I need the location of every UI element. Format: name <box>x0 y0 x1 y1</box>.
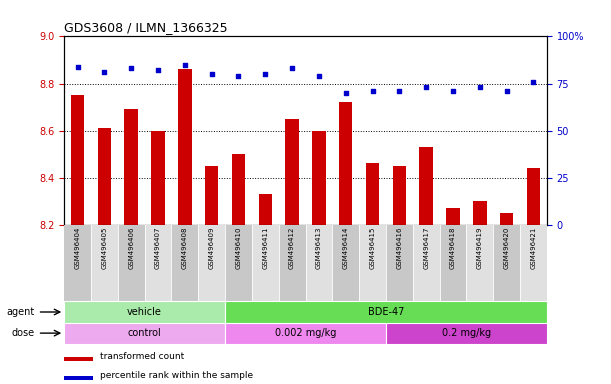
Point <box>422 84 431 90</box>
Bar <box>98 128 111 225</box>
Text: GSM496412: GSM496412 <box>289 227 295 269</box>
Bar <box>366 164 379 225</box>
Text: BDE-47: BDE-47 <box>368 307 404 317</box>
Bar <box>339 102 353 225</box>
Point <box>73 63 82 70</box>
Bar <box>359 225 386 301</box>
Text: GSM496416: GSM496416 <box>397 227 403 270</box>
Text: GSM496410: GSM496410 <box>235 227 241 270</box>
Bar <box>205 166 218 225</box>
Bar <box>439 225 466 301</box>
Text: percentile rank within the sample: percentile rank within the sample <box>100 371 254 380</box>
Bar <box>520 225 547 301</box>
Bar <box>393 166 406 225</box>
Point <box>126 65 136 71</box>
Point <box>368 88 378 94</box>
Text: GSM496404: GSM496404 <box>75 227 81 269</box>
Point <box>314 73 324 79</box>
Bar <box>71 95 84 225</box>
Bar <box>125 109 138 225</box>
Text: GSM496411: GSM496411 <box>262 227 268 270</box>
Point <box>233 73 243 79</box>
Bar <box>118 225 145 301</box>
Text: dose: dose <box>11 328 34 338</box>
Bar <box>225 225 252 301</box>
Text: 0.002 mg/kg: 0.002 mg/kg <box>275 328 336 338</box>
Bar <box>64 323 225 344</box>
Text: GSM496408: GSM496408 <box>182 227 188 270</box>
Text: GSM496417: GSM496417 <box>423 227 429 270</box>
Text: GSM496418: GSM496418 <box>450 227 456 270</box>
Text: GSM496413: GSM496413 <box>316 227 322 270</box>
Bar <box>64 301 225 323</box>
Bar <box>500 213 513 225</box>
Text: GDS3608 / ILMN_1366325: GDS3608 / ILMN_1366325 <box>64 21 228 34</box>
Point <box>448 88 458 94</box>
Text: GSM496409: GSM496409 <box>208 227 214 270</box>
Bar <box>386 323 547 344</box>
Bar <box>466 225 493 301</box>
Text: agent: agent <box>6 307 34 317</box>
Bar <box>178 70 191 225</box>
Text: GSM496415: GSM496415 <box>370 227 376 269</box>
Text: control: control <box>128 328 161 338</box>
Bar <box>91 225 118 301</box>
Bar <box>225 301 547 323</box>
Text: GSM496407: GSM496407 <box>155 227 161 270</box>
Bar <box>493 225 520 301</box>
Text: transformed count: transformed count <box>100 352 185 361</box>
Text: 0.2 mg/kg: 0.2 mg/kg <box>442 328 491 338</box>
Bar <box>446 208 459 225</box>
Point <box>153 67 163 73</box>
Point <box>260 71 270 77</box>
Point <box>100 69 109 75</box>
Text: GSM496421: GSM496421 <box>530 227 536 269</box>
Bar <box>279 225 306 301</box>
Bar <box>527 168 540 225</box>
Bar <box>252 225 279 301</box>
Bar <box>386 225 413 301</box>
Bar <box>64 376 93 380</box>
Bar <box>332 225 359 301</box>
Bar <box>232 154 245 225</box>
Text: GSM496405: GSM496405 <box>101 227 108 269</box>
Point <box>395 88 404 94</box>
Text: GSM496419: GSM496419 <box>477 227 483 270</box>
Point <box>180 62 190 68</box>
Bar <box>312 131 326 225</box>
Text: GSM496414: GSM496414 <box>343 227 349 269</box>
Point <box>341 90 351 96</box>
Point <box>475 84 485 90</box>
Bar <box>198 225 225 301</box>
Bar <box>473 201 486 225</box>
Text: GSM496420: GSM496420 <box>503 227 510 269</box>
Bar <box>420 147 433 225</box>
Bar <box>306 225 332 301</box>
Bar <box>258 194 272 225</box>
Bar <box>413 225 439 301</box>
Point <box>207 71 216 77</box>
Bar <box>64 357 93 361</box>
Bar <box>172 225 198 301</box>
Bar <box>64 225 91 301</box>
Text: GSM496406: GSM496406 <box>128 227 134 270</box>
Point <box>287 65 297 71</box>
Bar <box>285 119 299 225</box>
Bar <box>225 323 386 344</box>
Point <box>529 79 538 85</box>
Point <box>502 88 511 94</box>
Text: vehicle: vehicle <box>127 307 162 317</box>
Bar <box>152 131 165 225</box>
Bar <box>145 225 172 301</box>
